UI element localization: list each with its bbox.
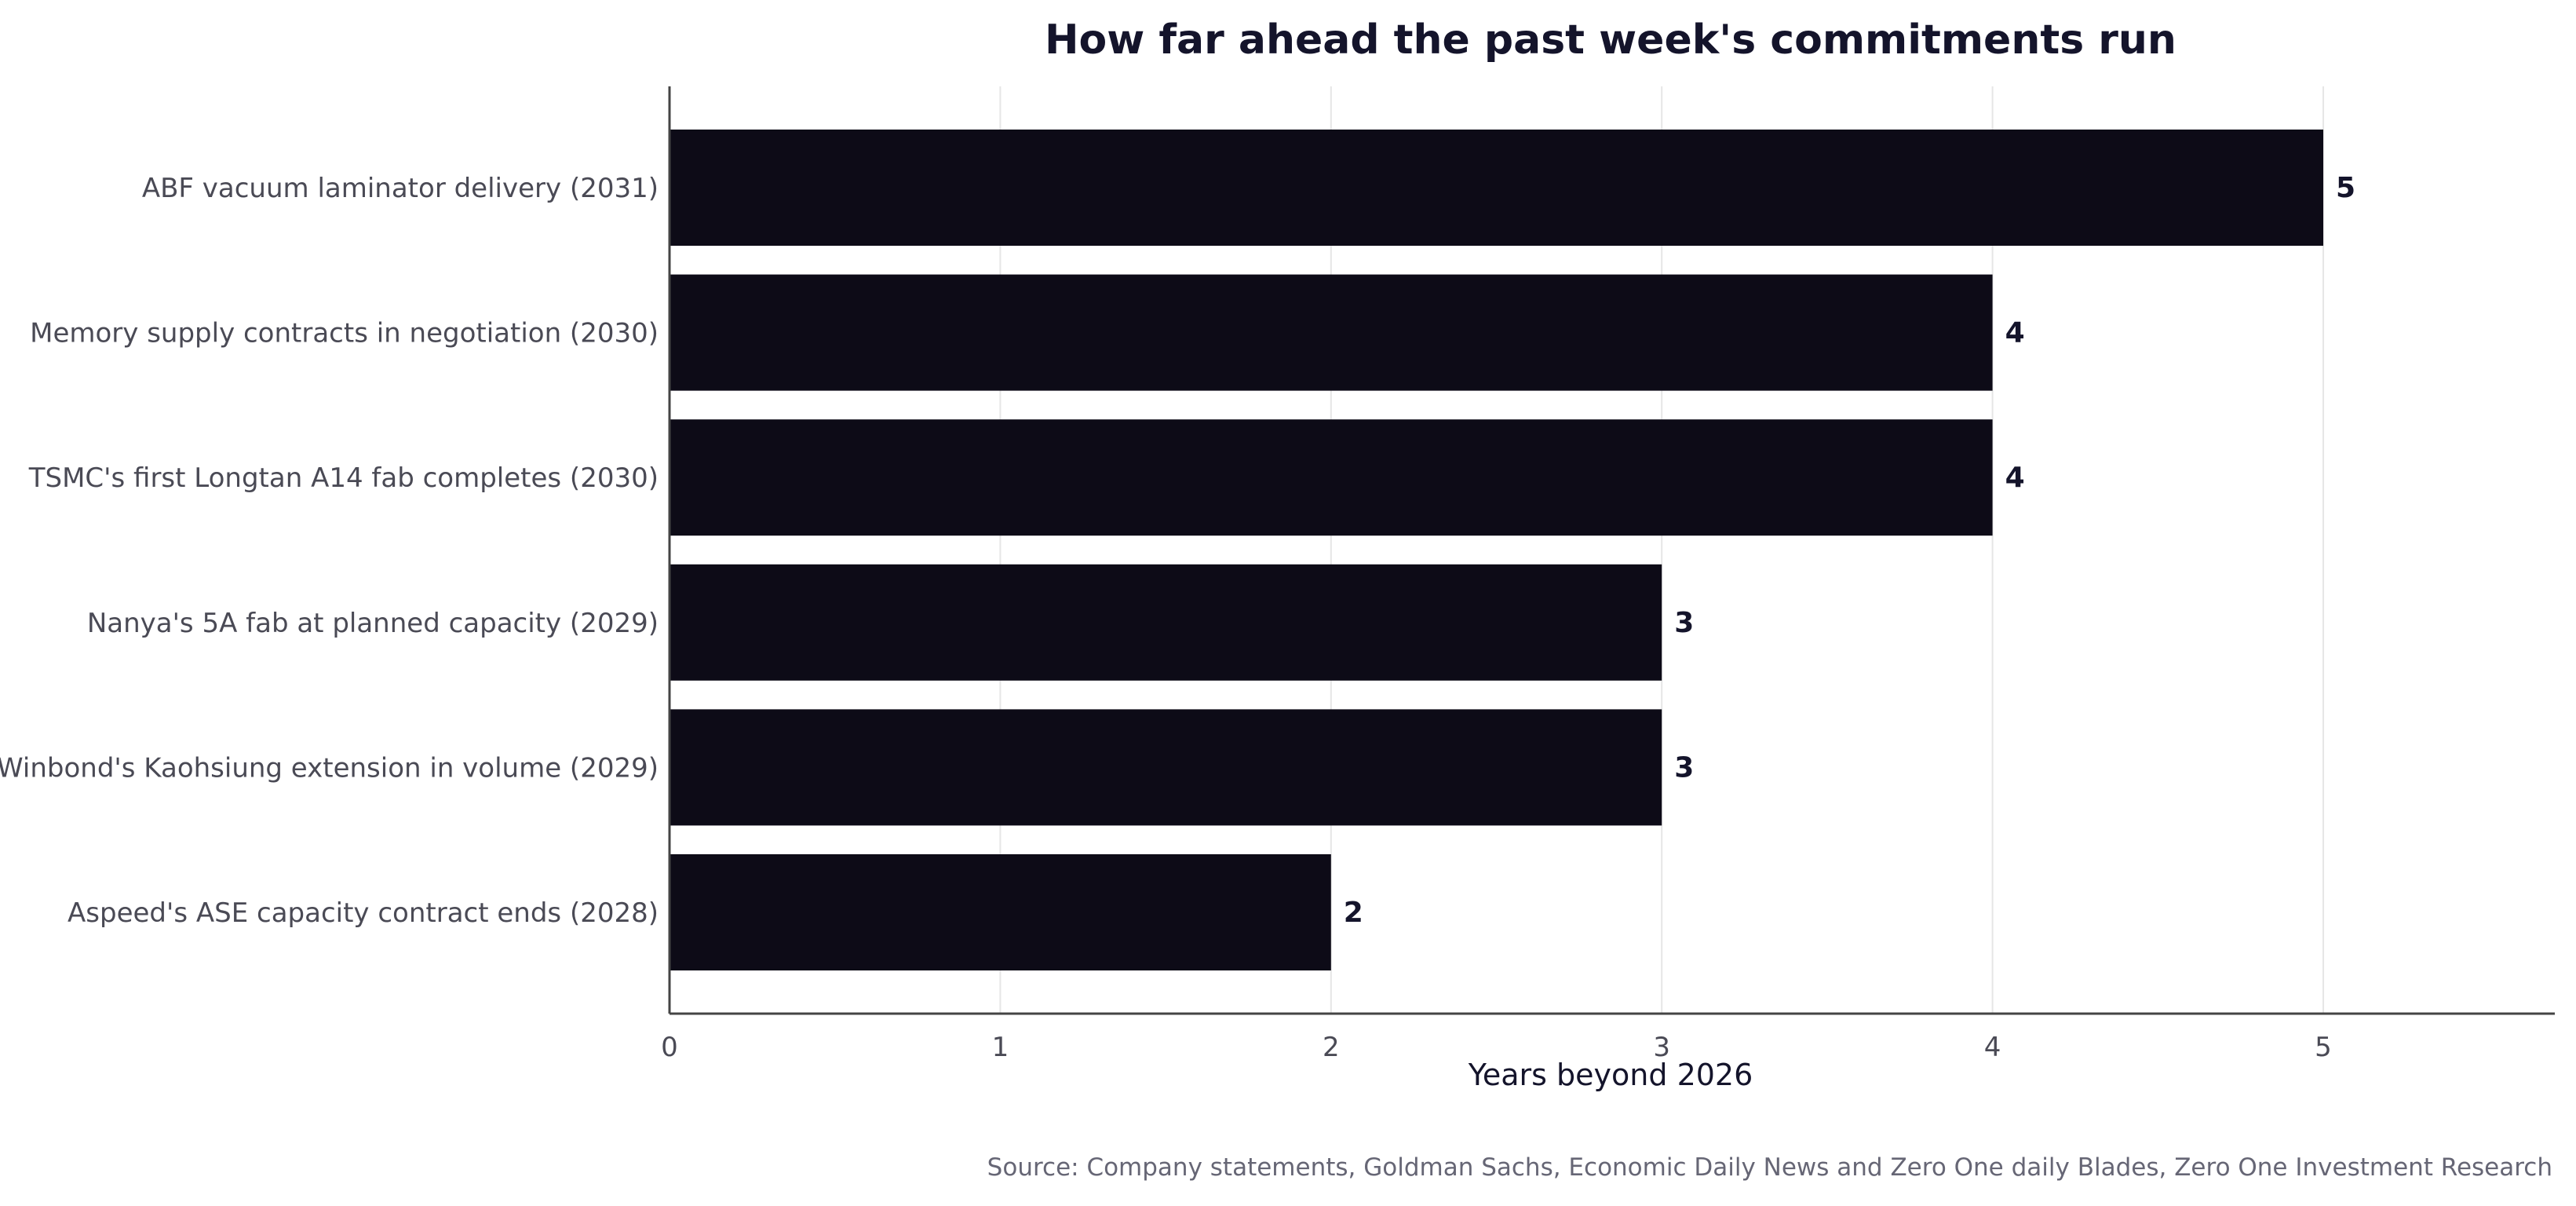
bar-value-label: 2 [1344,897,1363,929]
x-axis-title: Years beyond 2026 [1468,1058,1753,1092]
bars [670,130,2323,970]
x-tick-label: 5 [2315,1032,2332,1063]
bar [670,709,1662,826]
category-label: Memory supply contracts in negotiation (… [30,318,659,349]
bar [670,564,1662,681]
x-tick-label: 4 [1984,1032,2001,1063]
category-label: Aspeed's ASE capacity contract ends (202… [68,897,659,929]
chart-title: How far ahead the past week's commitment… [1045,16,2176,64]
bar-value-label: 3 [1674,751,1694,784]
axes [668,86,2555,1015]
bar [670,274,1993,391]
x-axis-ticks: 0 1 2 3 4 5 [661,1032,2332,1063]
bar-value-label: 3 [1674,607,1694,639]
x-tick-label: 3 [1653,1032,1670,1063]
category-label: ABF vacuum laminator delivery (2031) [142,173,659,204]
bar-value-label: 4 [2005,462,2025,494]
bar [670,419,1993,536]
category-labels: ABF vacuum laminator delivery (2031) Memo… [0,173,659,929]
bar [670,130,2323,246]
x-tick-label: 0 [661,1032,678,1063]
x-tick-label: 2 [1323,1032,1340,1063]
category-label: Winbond's Kaohsiung extension in volume … [0,752,659,784]
bar-value-label: 4 [2005,317,2025,349]
x-tick-label: 1 [992,1032,1009,1063]
category-label: TSMC's first Longtan A14 fab completes (… [28,462,659,494]
source-note: Source: Company statements, Goldman Sach… [987,1153,2552,1182]
bar [670,854,1331,970]
category-label: Nanya's 5A fab at planned capacity (2029… [87,608,659,639]
value-labels: 5 4 4 3 3 2 [1344,172,2355,929]
bar-value-label: 5 [2336,172,2355,204]
